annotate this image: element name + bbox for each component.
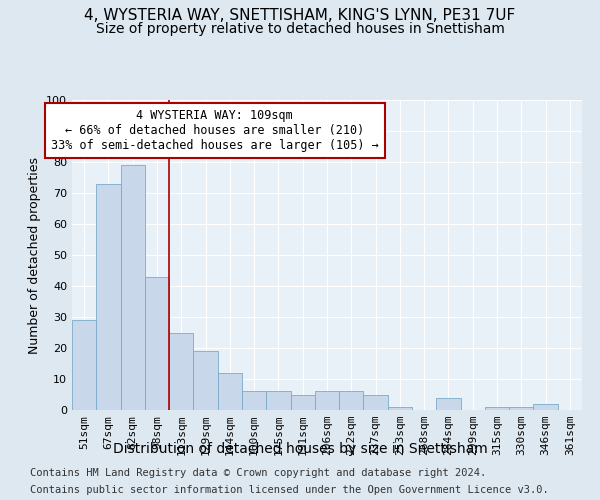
Bar [242, 392, 266, 410]
Bar [218, 373, 242, 410]
Text: Contains public sector information licensed under the Open Government Licence v3: Contains public sector information licen… [30, 485, 549, 495]
Bar [145, 276, 169, 410]
Bar [290, 394, 315, 410]
Bar [193, 351, 218, 410]
Text: Contains HM Land Registry data © Crown copyright and database right 2024.: Contains HM Land Registry data © Crown c… [30, 468, 486, 477]
Bar [315, 392, 339, 410]
Bar [266, 392, 290, 410]
Bar [533, 404, 558, 410]
Bar [169, 332, 193, 410]
Text: 4, WYSTERIA WAY, SNETTISHAM, KING'S LYNN, PE31 7UF: 4, WYSTERIA WAY, SNETTISHAM, KING'S LYNN… [85, 8, 515, 22]
Bar [485, 407, 509, 410]
Bar [121, 165, 145, 410]
Bar [72, 320, 96, 410]
Text: 4 WYSTERIA WAY: 109sqm
← 66% of detached houses are smaller (210)
33% of semi-de: 4 WYSTERIA WAY: 109sqm ← 66% of detached… [51, 110, 379, 152]
Bar [388, 407, 412, 410]
Bar [509, 407, 533, 410]
Bar [364, 394, 388, 410]
Text: Distribution of detached houses by size in Snettisham: Distribution of detached houses by size … [113, 442, 487, 456]
Bar [339, 392, 364, 410]
Text: Size of property relative to detached houses in Snettisham: Size of property relative to detached ho… [95, 22, 505, 36]
Bar [436, 398, 461, 410]
Y-axis label: Number of detached properties: Number of detached properties [28, 156, 41, 354]
Bar [96, 184, 121, 410]
